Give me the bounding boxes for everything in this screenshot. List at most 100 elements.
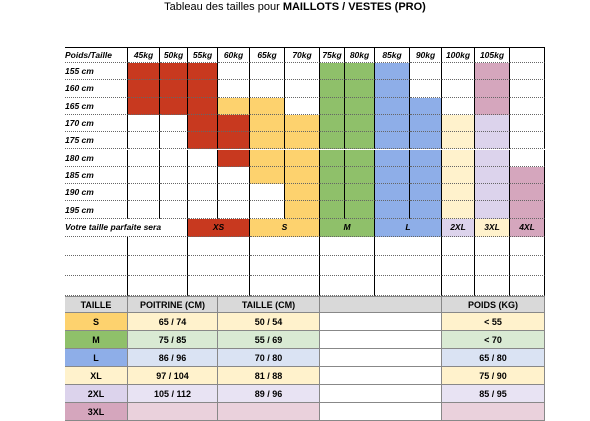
grid-cell [160, 63, 188, 81]
grid-cell [160, 184, 188, 202]
table-cell: 55 / 69 [218, 331, 320, 349]
grid-cell [375, 149, 410, 167]
weight-header: 65kg [250, 47, 285, 63]
grid-cell [188, 132, 218, 150]
grid-cell [250, 114, 285, 133]
grid-cell [510, 97, 545, 115]
empty-cell [510, 276, 545, 296]
table-cell [128, 403, 218, 421]
grid-cell [285, 149, 320, 167]
grid-cell [410, 149, 442, 167]
grid-cell [160, 114, 188, 133]
grid-cell [188, 184, 218, 202]
grid-cell [442, 201, 475, 219]
grid-cell [345, 97, 375, 115]
grid-cell [320, 149, 345, 167]
grid-cell [345, 114, 375, 133]
grid-cell [188, 114, 218, 133]
height-label: 195 cm [65, 201, 128, 219]
grid-cell [128, 97, 160, 115]
grid-cell [410, 97, 442, 115]
grid-cell [320, 132, 345, 150]
height-label: 165 cm [65, 97, 128, 115]
grid-cell [475, 80, 510, 98]
grid-cell [375, 166, 410, 185]
empty-cell [128, 256, 188, 277]
grid-cell [510, 184, 545, 202]
table-cell: 65 / 74 [128, 313, 218, 331]
height-label: 185 cm [65, 166, 128, 185]
table-header: POITRINE (CM) [128, 296, 218, 313]
result-size: M [320, 218, 375, 237]
grid-cell [442, 166, 475, 185]
table-cell [320, 367, 442, 385]
table-cell: 75 / 90 [442, 367, 545, 385]
table-cell: 97 / 104 [128, 367, 218, 385]
grid-cell [510, 149, 545, 167]
size-cell: L [65, 349, 128, 367]
title-prefix: Tableau des tailles pour [164, 1, 283, 13]
size-cell: S [65, 313, 128, 331]
title: Tableau des tailles pour MAILLOTS / VEST… [0, 0, 590, 14]
grid-cell [128, 80, 160, 98]
grid-cell [218, 114, 250, 133]
grid-cell [320, 166, 345, 185]
grid-cell [128, 201, 160, 219]
grid-cell [410, 166, 442, 185]
empty-cell [475, 256, 510, 277]
empty-cell [375, 256, 442, 277]
weight-header: 55kg [188, 47, 218, 63]
table-header: TAILLE (CM) [218, 296, 320, 313]
table-cell: 105 / 112 [128, 385, 218, 403]
table-cell: 81 / 88 [218, 367, 320, 385]
height-label: 175 cm [65, 132, 128, 150]
grid-cell [442, 63, 475, 81]
weight-header: 50kg [160, 47, 188, 63]
grid-cell [442, 114, 475, 133]
grid-cell [442, 132, 475, 150]
corner: Poids/Taille [65, 47, 128, 63]
result-size: XS [188, 218, 250, 237]
grid-cell [475, 132, 510, 150]
grid-cell [250, 149, 285, 167]
grid-cell [160, 149, 188, 167]
grid-cell [475, 184, 510, 202]
table-cell [320, 331, 442, 349]
empty-cell [250, 236, 320, 257]
result-size: 4XL [510, 218, 545, 237]
empty-cell [128, 276, 188, 296]
grid-cell [160, 97, 188, 115]
grid-cell [345, 149, 375, 167]
empty-cell [320, 276, 375, 296]
grid-cell [375, 80, 410, 98]
grid-cell [285, 63, 320, 81]
empty-cell [188, 276, 250, 296]
grid-cell [320, 80, 345, 98]
grid-cell [188, 63, 218, 81]
grid-cell [285, 166, 320, 185]
empty-cell [475, 276, 510, 296]
table-cell: 70 / 80 [218, 349, 320, 367]
empty-cell [188, 236, 250, 257]
weight-header: 70kg [285, 47, 320, 63]
grid-cell [188, 201, 218, 219]
grid-cell [320, 114, 345, 133]
grid-cell [320, 201, 345, 219]
grid-cell [345, 80, 375, 98]
grid-cell [345, 201, 375, 219]
empty-cell [250, 276, 320, 296]
grid-cell [128, 149, 160, 167]
grid-cell [285, 184, 320, 202]
grid-cell [475, 201, 510, 219]
table-cell: 85 / 95 [442, 385, 545, 403]
grid-cell [285, 80, 320, 98]
grid-cell [218, 184, 250, 202]
grid-cell [188, 97, 218, 115]
table-cell: 75 / 85 [128, 331, 218, 349]
weight-header: 100kg [442, 47, 475, 63]
table-cell: 65 / 80 [442, 349, 545, 367]
grid-cell [128, 63, 160, 81]
grid-cell [160, 132, 188, 150]
grid-cell [375, 114, 410, 133]
empty-cell [65, 236, 128, 257]
